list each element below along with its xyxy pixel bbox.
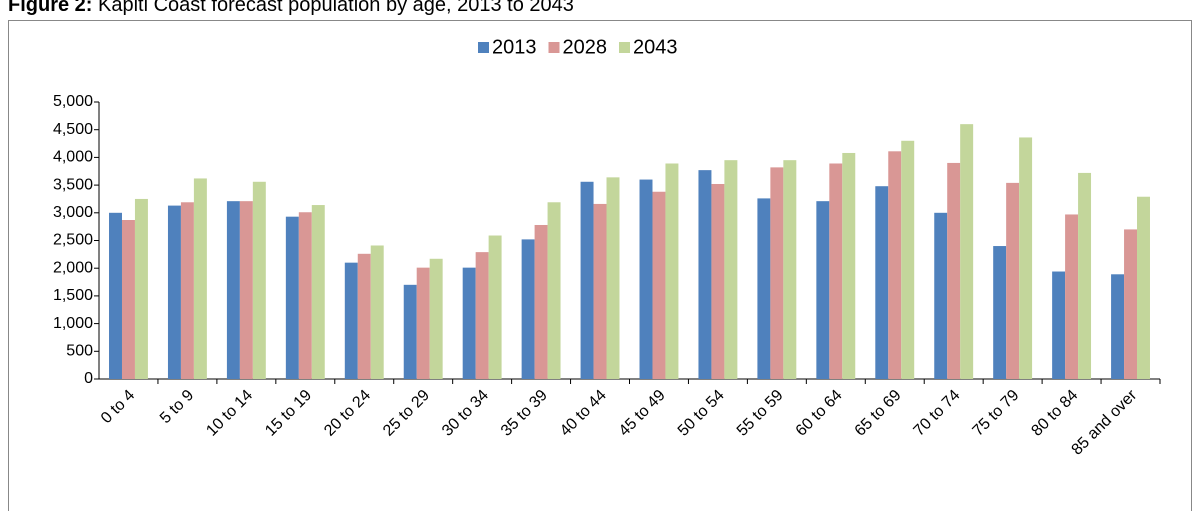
bar	[665, 163, 679, 379]
y-tick-label: 2,000	[53, 259, 93, 276]
legend-label: 2043	[633, 36, 678, 58]
x-tick-label: 75 to 79	[970, 387, 1023, 440]
title-text: Kapiti Coast forecast population by age,…	[98, 0, 574, 16]
bar	[652, 191, 666, 379]
bar	[311, 205, 325, 379]
x-tick-label: 50 to 54	[675, 387, 728, 440]
bar	[606, 177, 620, 379]
bar	[757, 198, 771, 379]
y-tick-label: 1,000	[53, 315, 93, 332]
bar	[1137, 196, 1150, 379]
bar	[993, 246, 1007, 379]
bar	[1065, 214, 1079, 379]
chart-title: Figure 2: Kapiti Coast forecast populati…	[8, 0, 574, 16]
bar	[888, 151, 902, 379]
x-tick-label: 20 to 24	[321, 387, 374, 440]
legend-swatch	[548, 42, 560, 53]
x-tick-label: 5 to 9	[157, 387, 197, 427]
bar	[370, 245, 384, 379]
bar	[357, 253, 371, 379]
bar	[534, 224, 548, 379]
bar	[521, 239, 535, 379]
bar	[344, 262, 358, 379]
bar	[947, 162, 961, 379]
bar	[639, 179, 653, 379]
bar	[711, 183, 725, 379]
bar	[252, 181, 266, 379]
x-tick-label: 55 to 59	[734, 387, 787, 440]
chart-frame	[8, 20, 1192, 511]
bar	[547, 202, 561, 379]
x-tick-label: 65 to 69	[852, 387, 905, 440]
legend-label: 2013	[492, 36, 537, 58]
bar	[1019, 137, 1033, 379]
x-tick-label: 45 to 49	[616, 387, 669, 440]
bar	[429, 258, 443, 379]
bar	[724, 160, 738, 379]
x-tick-label: 30 to 34	[439, 387, 492, 440]
bar	[580, 181, 594, 379]
y-tick-label: 0	[84, 370, 93, 387]
bar	[239, 201, 253, 379]
bar	[193, 178, 207, 379]
x-tick-label: 15 to 19	[262, 387, 315, 440]
bar	[403, 284, 417, 379]
x-tick-label: 25 to 29	[380, 387, 433, 440]
x-tick-label: 70 to 74	[911, 387, 964, 440]
x-tick-label: 10 to 14	[203, 387, 256, 440]
x-tick-label: 60 to 64	[793, 387, 846, 440]
bar	[842, 152, 856, 379]
y-tick-label: 4,500	[53, 121, 93, 138]
bar	[960, 124, 974, 379]
x-tick-label: 80 to 84	[1028, 387, 1081, 440]
y-tick-label: 4,000	[53, 149, 93, 166]
bar	[167, 205, 181, 379]
bar	[934, 212, 948, 379]
x-tick-label: 0 to 4	[98, 387, 138, 427]
bar	[770, 167, 784, 379]
bar	[488, 235, 502, 379]
legend-swatch	[478, 42, 489, 53]
bar	[1006, 182, 1020, 379]
x-tick-label: 35 to 39	[498, 387, 551, 440]
y-tick-label: 2,500	[53, 232, 93, 249]
y-tick-label: 5,000	[53, 93, 93, 110]
bar	[875, 186, 889, 379]
bar	[285, 216, 299, 379]
x-tick-label: 40 to 44	[557, 387, 610, 440]
bar	[226, 201, 240, 379]
y-tick-label: 1,500	[53, 287, 93, 304]
bar	[416, 267, 430, 379]
bar	[901, 140, 915, 379]
bar	[593, 203, 607, 379]
bar	[475, 252, 489, 379]
bar	[1124, 229, 1138, 379]
bar	[829, 163, 843, 379]
title-label: Figure 2:	[8, 0, 92, 16]
y-tick-label: 3,000	[53, 204, 93, 221]
bar	[1052, 271, 1066, 379]
y-tick-label: 3,500	[53, 176, 93, 193]
bar	[783, 160, 797, 379]
bar	[698, 170, 712, 379]
bar	[134, 198, 148, 379]
bar	[462, 267, 476, 379]
y-tick-label: 500	[66, 343, 93, 360]
legend-label: 2028	[563, 36, 608, 58]
bar	[109, 212, 122, 379]
bar	[180, 202, 194, 379]
bar	[1111, 274, 1125, 379]
bar	[1078, 172, 1092, 379]
bar	[816, 201, 830, 379]
bar	[298, 212, 312, 379]
legend-swatch	[619, 42, 630, 53]
bar	[121, 220, 135, 379]
